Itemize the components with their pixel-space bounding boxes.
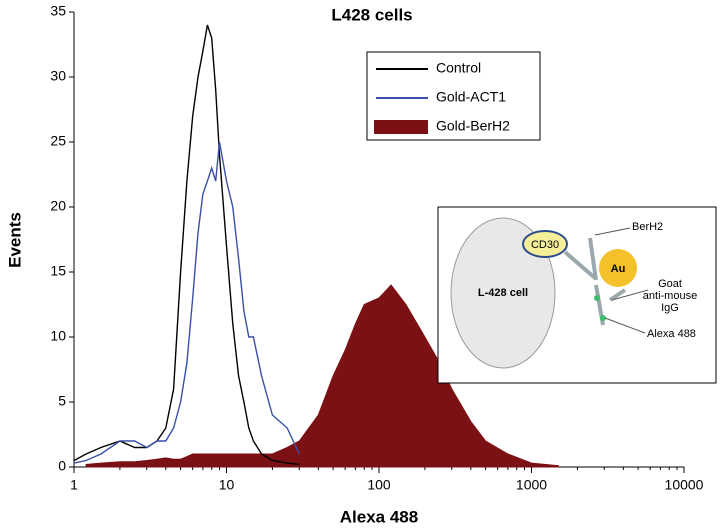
legend-label: Control [436, 60, 481, 76]
y-tick-label: 10 [50, 328, 66, 344]
inset-label: L-428 cell [478, 287, 528, 299]
legend-label: Gold-ACT1 [436, 89, 506, 105]
inset-label: Alexa 488 [647, 328, 696, 340]
plot-area: 0 5 10 15 20 25 30 35 1 10 100 1000 10000 [50, 3, 703, 493]
x-axis-label: Alexa 488 [340, 507, 418, 526]
y-tick-label: 30 [50, 68, 66, 84]
y-tick-label: 25 [50, 133, 66, 149]
legend-label: Gold-BerH2 [436, 118, 510, 134]
inset-label: Au [611, 263, 626, 275]
y-tick-label: 5 [58, 393, 66, 409]
legend-swatch [374, 120, 428, 134]
y-tick-label: 20 [50, 198, 66, 214]
x-tick-label: 1 [70, 477, 78, 493]
legend: Control Gold-ACT1 Gold-BerH2 [374, 60, 510, 134]
y-tick-label: 15 [50, 263, 66, 279]
inset-label: Goat anti-mouse IgG [643, 278, 697, 314]
x-tick-label: 100 [367, 477, 391, 493]
series-line [73, 141, 300, 464]
y-tick-label: 0 [58, 458, 66, 474]
inset-label: BerH2 [632, 221, 663, 233]
y-tick-label: 35 [50, 3, 66, 19]
inset-label: CD30 [531, 239, 559, 251]
inset-diagram: L-428 cell CD30 Au BerH2 Goat anti-mouse I… [437, 206, 717, 384]
x-tick-label: 10 [219, 477, 235, 493]
chart-title: L428 cells [331, 5, 412, 24]
y-axis-label: Events [5, 212, 24, 268]
x-tick-label: 1000 [516, 477, 547, 493]
series-line [73, 24, 300, 466]
x-tick-label: 10000 [665, 477, 704, 493]
